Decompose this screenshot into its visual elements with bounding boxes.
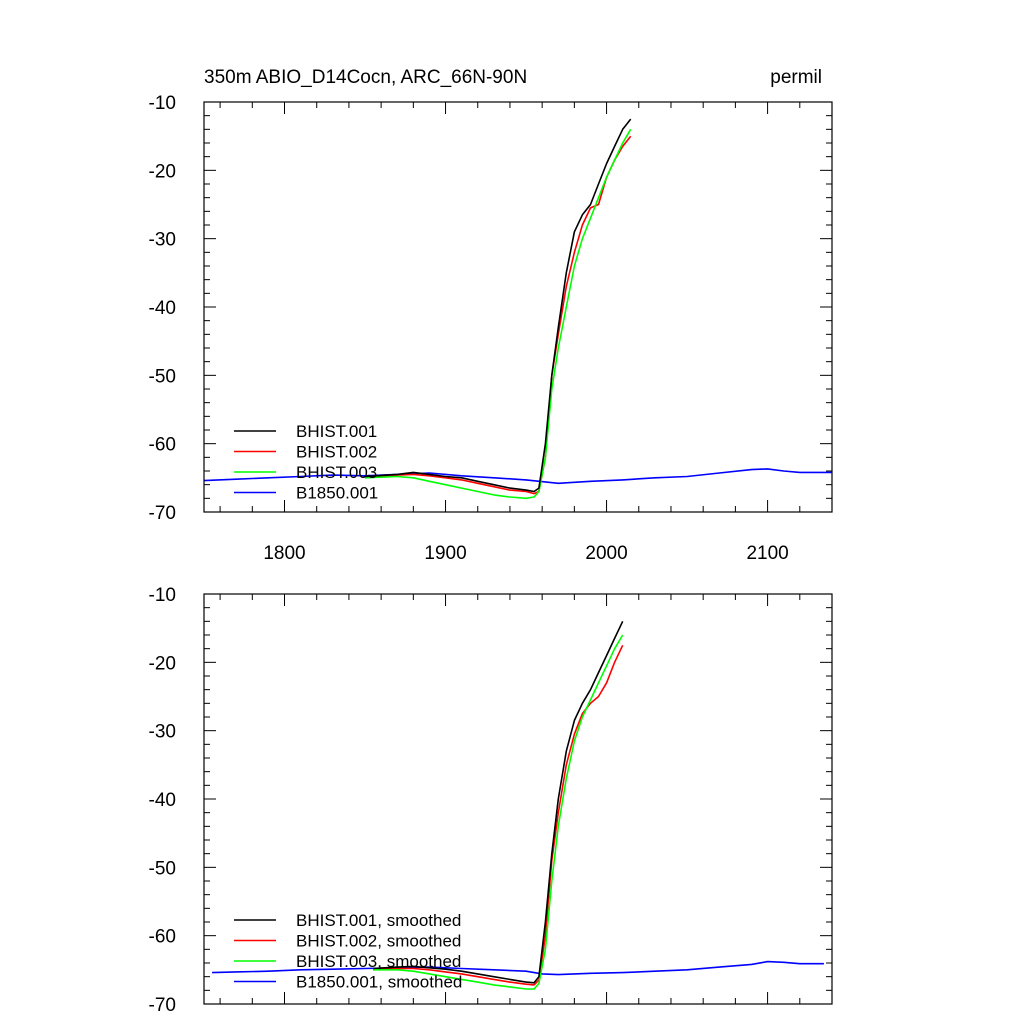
y-tick-label: -70 — [149, 995, 176, 1016]
top-panel: 350m ABIO_D14Cocn, ARC_66N-90N permil -1… — [149, 67, 833, 564]
legend-label: B1850.001 — [296, 484, 378, 503]
units-label: permil — [770, 67, 822, 88]
legend-label: B1850.001, smoothed — [296, 973, 462, 992]
legend-label: BHIST.003 — [296, 463, 377, 482]
series-line-b1850-001 — [212, 960, 824, 976]
series-line-bhist-001 — [373, 620, 624, 984]
bottom-panel-legend: BHIST.001, smoothed BHIST.002, smoothedBH… — [234, 911, 462, 992]
series-line-bhist-002 — [364, 135, 632, 495]
legend-label: BHIST.001, smoothed — [296, 911, 461, 930]
y-tick-label: -50 — [149, 366, 176, 387]
top-panel-series — [203, 118, 832, 500]
x-tick-label: 1900 — [424, 543, 466, 564]
y-tick-label: -40 — [149, 298, 176, 319]
bottom-panel: -10 -20 -30 -40 -50 -60 -70 BHIST.001, smoothe… — [149, 585, 833, 1016]
series-line-bhist-001 — [364, 118, 632, 493]
x-tick-label: 1800 — [263, 543, 305, 564]
y-tick-label: -20 — [149, 653, 176, 674]
bottom-panel-series — [212, 620, 824, 990]
y-tick-label: -30 — [149, 230, 176, 251]
series-line-b1850-001 — [203, 468, 832, 485]
y-tick-label: -30 — [149, 722, 176, 743]
x-tick-label: 2100 — [746, 543, 788, 564]
chart-title: 350m ABIO_D14Cocn, ARC_66N-90N — [204, 67, 527, 88]
series-line-bhist-003 — [364, 128, 632, 500]
y-tick-label: -10 — [149, 585, 176, 606]
legend-label: BHIST.003, smoothed — [296, 952, 461, 971]
y-tick-label: -60 — [149, 927, 176, 948]
y-tick-label: -50 — [149, 858, 176, 879]
x-tick-label: 2000 — [585, 543, 627, 564]
legend-label: BHIST.002 — [296, 443, 377, 462]
bottom-panel-frame — [203, 593, 833, 1005]
y-tick-label: -60 — [149, 435, 176, 456]
top-panel-frame — [203, 101, 833, 513]
series-line-bhist-003 — [373, 634, 624, 990]
y-tick-label: -70 — [149, 503, 176, 524]
y-tick-label: -20 — [149, 161, 176, 182]
top-panel-ticks: -10 -20 -30 -40 -50 -60 -70 1800 1900 2000 2100 — [149, 93, 833, 564]
legend-label: BHIST.001 — [296, 422, 377, 441]
y-tick-label: -40 — [149, 790, 176, 811]
bottom-panel-ticks: -10 -20 -30 -40 -50 -60 -70 — [149, 585, 833, 1016]
y-tick-label: -10 — [149, 93, 176, 114]
legend-label: BHIST.002, smoothed — [296, 932, 461, 951]
